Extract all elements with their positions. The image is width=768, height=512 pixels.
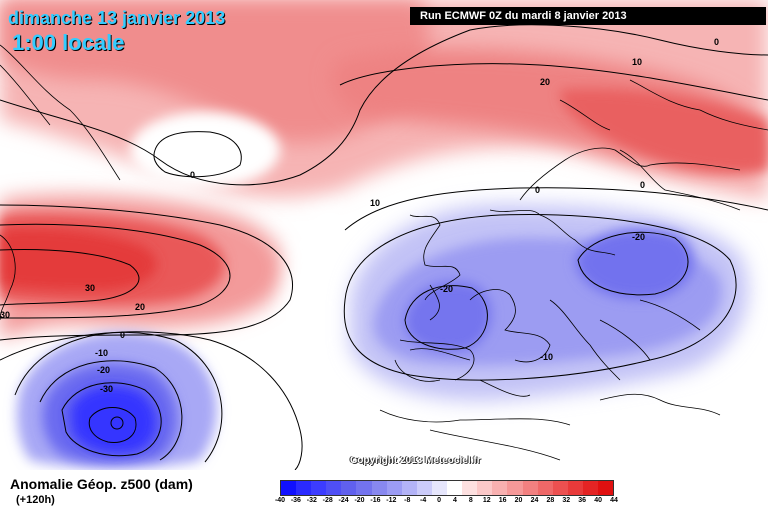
model-run-banner: Run ECMWF 0Z du mardi 8 janvier 2013 bbox=[410, 7, 766, 25]
contour-label: 0 bbox=[120, 330, 125, 340]
scale-swatch bbox=[401, 481, 417, 495]
contour-label: 0 bbox=[640, 180, 645, 190]
forecast-local-time: 1:00 locale bbox=[12, 30, 125, 55]
scale-swatch bbox=[296, 481, 312, 495]
scale-label: 28 bbox=[546, 497, 555, 504]
contour-label: 0 bbox=[190, 170, 195, 180]
scale-swatch bbox=[522, 481, 538, 495]
contour-label: -10 bbox=[95, 348, 108, 358]
scale-swatch bbox=[582, 481, 598, 495]
scale-swatch bbox=[447, 481, 463, 495]
scale-label: -8 bbox=[404, 497, 411, 504]
scale-label: 20 bbox=[514, 497, 523, 504]
scale-swatch bbox=[597, 481, 614, 495]
scale-label: -16 bbox=[370, 497, 381, 504]
scale-label: -28 bbox=[322, 497, 333, 504]
scale-swatch bbox=[492, 481, 508, 495]
geopotential-anomaly-map: 10 0 20 0 10 30 20 30 0 -10 -20 -30 -20 … bbox=[0, 0, 768, 470]
scale-label: -20 bbox=[354, 497, 365, 504]
scale-swatch bbox=[567, 481, 583, 495]
scale-swatch bbox=[386, 481, 402, 495]
scale-label: 8 bbox=[468, 497, 473, 504]
scale-label: 12 bbox=[482, 497, 491, 504]
geopotential-contours bbox=[0, 24, 768, 470]
scale-label: -12 bbox=[386, 497, 397, 504]
scale-swatch bbox=[462, 481, 478, 495]
scale-swatch bbox=[371, 481, 387, 495]
contour-label: -20 bbox=[97, 365, 110, 375]
scale-label: 16 bbox=[498, 497, 507, 504]
scale-swatch bbox=[537, 481, 553, 495]
scale-label: -36 bbox=[290, 497, 301, 504]
scale-label: 44 bbox=[610, 497, 618, 504]
scale-swatch bbox=[356, 481, 372, 495]
scale-label: -24 bbox=[338, 497, 349, 504]
scale-label: 32 bbox=[562, 497, 571, 504]
contour-label: 30 bbox=[85, 283, 95, 293]
contour-label: 10 bbox=[370, 198, 380, 208]
neutral-patch bbox=[130, 112, 280, 188]
contour-labels: 10 0 20 0 10 30 20 30 0 -10 -20 -30 -20 … bbox=[0, 37, 719, 394]
scale-label: -32 bbox=[306, 497, 317, 504]
scale-swatch bbox=[507, 481, 523, 495]
field-name-label: Anomalie Géop. z500 (dam) bbox=[10, 476, 193, 492]
legend-footer: Anomalie Géop. z500 (dam) (+120h) -40 -36… bbox=[0, 470, 768, 512]
contour-label: 10 bbox=[632, 57, 642, 67]
lead-time-label: (+120h) bbox=[16, 494, 55, 506]
scale-label: 0 bbox=[437, 497, 441, 504]
scale-swatch bbox=[281, 481, 297, 495]
coastlines bbox=[0, 44, 768, 461]
contour-label: -20 bbox=[632, 232, 645, 242]
scale-label: -4 bbox=[420, 497, 427, 504]
scale-label: 36 bbox=[578, 497, 587, 504]
contour-label: -10 bbox=[540, 352, 553, 362]
contour-label: 0 bbox=[714, 37, 719, 47]
scale-swatch bbox=[326, 481, 342, 495]
scale-swatch bbox=[552, 481, 568, 495]
scale-swatch bbox=[311, 481, 327, 495]
scale-label: -40 bbox=[274, 497, 286, 504]
contour-label: 0 bbox=[535, 185, 540, 195]
scale-swatch bbox=[416, 481, 432, 495]
contour-label: 30 bbox=[0, 310, 10, 320]
color-scale-labels: -40 -36 -32 -28 -24 -20 -16 -12 -8 -4 0 4 8 12 16 20 24 2… bbox=[275, 497, 618, 507]
scale-swatch bbox=[431, 481, 448, 495]
contour-label: 20 bbox=[540, 77, 550, 87]
scale-swatch bbox=[341, 481, 357, 495]
scale-label: 4 bbox=[452, 497, 457, 504]
scale-label: 24 bbox=[530, 497, 539, 504]
color-scale-bar bbox=[280, 480, 614, 496]
contour-label: -20 bbox=[440, 284, 453, 294]
scale-swatch bbox=[477, 481, 493, 495]
scale-label: 40 bbox=[594, 497, 602, 504]
copyright-notice: Copyright 2013 Meteociel.fr bbox=[350, 455, 481, 466]
forecast-date-title: dimanche 13 janvier 2013 bbox=[8, 8, 226, 28]
contour-label: -30 bbox=[100, 384, 113, 394]
contour-label: 20 bbox=[135, 302, 145, 312]
